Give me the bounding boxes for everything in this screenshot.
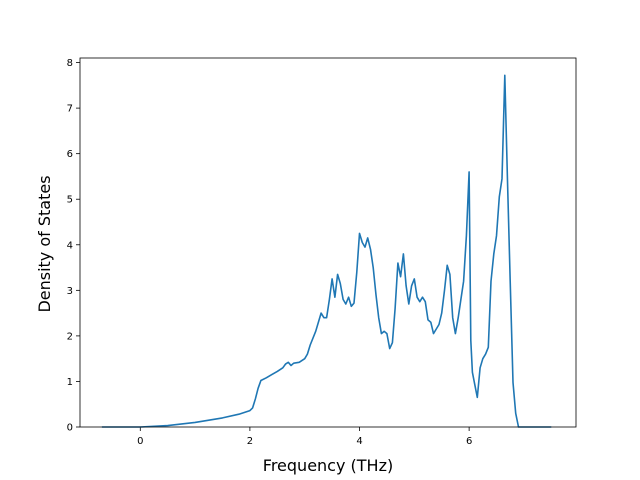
y-tick-label: 8 — [67, 58, 73, 69]
y-tick-label: 5 — [67, 195, 73, 206]
y-tick-label: 7 — [67, 104, 73, 115]
y-tick-label: 4 — [67, 240, 73, 251]
y-tick-label: 1 — [67, 377, 73, 388]
x-tick-label: 0 — [137, 436, 143, 447]
series-lines — [101, 74, 552, 428]
y-axis-label: Density of States — [35, 175, 54, 312]
plot-frame — [79, 57, 577, 428]
y-tick-label: 6 — [67, 149, 73, 160]
y-tick-label: 3 — [67, 286, 73, 297]
y-tick-label: 2 — [67, 331, 73, 342]
x-tick-label: 6 — [466, 436, 472, 447]
dos-series-line — [101, 74, 552, 428]
y-axis-ticks: 0 1 2 3 4 5 6 7 8 — [67, 58, 80, 434]
x-tick-label: 4 — [356, 436, 362, 447]
y-tick-label: 0 — [67, 423, 73, 434]
x-axis-ticks: 0 2 4 6 — [137, 427, 472, 447]
x-tick-label: 2 — [247, 436, 253, 447]
x-axis-label: Frequency (THz) — [263, 456, 393, 475]
